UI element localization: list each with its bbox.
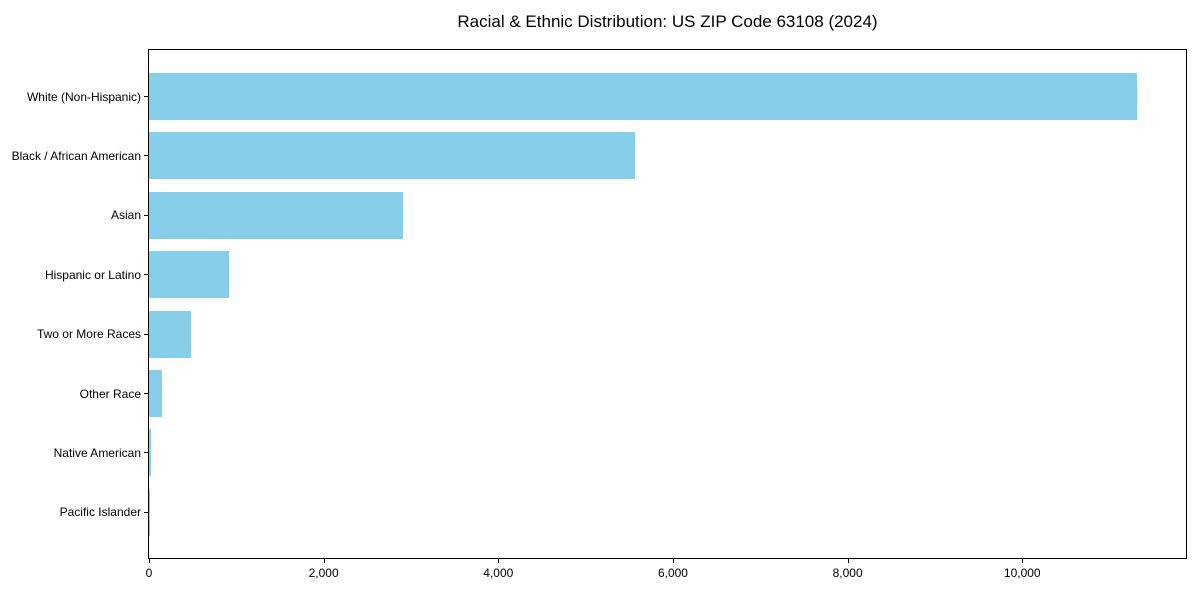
x-tick-label: 10,000 — [1003, 566, 1041, 580]
x-tick-mark — [498, 559, 500, 563]
x-tick-label: 0 — [145, 566, 153, 580]
x-tick-mark — [149, 559, 150, 563]
y-tick-label: White (Non-Hispanic) — [26, 89, 141, 104]
bar — [149, 73, 1137, 120]
y-tick-mark — [144, 96, 148, 97]
x-tick-label: 6,000 — [657, 566, 688, 580]
bar — [149, 191, 404, 239]
y-tick-label: Pacific Islander — [59, 505, 141, 520]
plot-area — [148, 49, 1187, 559]
y-tick-mark — [144, 452, 148, 454]
y-tick-mark — [144, 393, 148, 394]
y-tick-label: Two or More Races — [36, 327, 141, 342]
x-tick-mark — [672, 559, 674, 563]
x-axis: 0 2,000 4,000 6,000 8,000 10,000 — [145, 559, 1186, 599]
chart-title: Racial & Ethnic Distribution: US ZIP Cod… — [457, 12, 878, 31]
bar — [149, 429, 151, 477]
y-tick-mark — [144, 214, 148, 216]
x-tick-label: 4,000 — [483, 566, 514, 580]
y-tick-mark — [144, 511, 148, 513]
y-tick-mark — [144, 274, 148, 276]
x-tick-mark — [847, 559, 849, 563]
x-tick-label: 2,000 — [308, 566, 339, 580]
y-axis-labels: White (Non-Hispanic) Black / African Amer… — [0, 49, 141, 559]
x-tick-mark — [323, 559, 325, 563]
bar — [149, 251, 230, 299]
y-tick-mark — [144, 155, 148, 157]
y-tick-label: Hispanic or Latino — [44, 267, 141, 282]
x-tick-label: 8,000 — [832, 566, 863, 580]
bar — [149, 488, 150, 536]
y-tick-label: Black / African American — [11, 148, 141, 163]
y-tick-label: Other Race — [79, 386, 141, 401]
x-tick-mark — [1022, 559, 1024, 563]
y-axis-ticks — [144, 49, 148, 559]
y-tick-mark — [144, 333, 148, 335]
y-tick-label: Native American — [53, 445, 141, 460]
bar — [149, 132, 636, 180]
y-tick-label: Asian — [110, 208, 141, 223]
bar — [149, 310, 192, 358]
bar — [149, 370, 163, 417]
